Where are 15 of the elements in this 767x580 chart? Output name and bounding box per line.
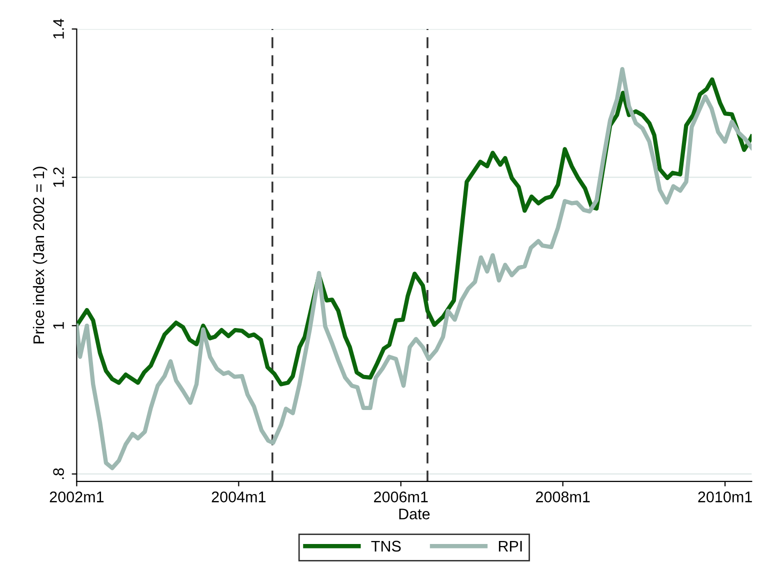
x-tick-label: 2002m1: [50, 492, 104, 502]
y-axis-title: Price index (Jan 2002 = 1): [32, 166, 48, 344]
line-series: [76, 66, 752, 470]
legend-label: TNS: [371, 540, 401, 552]
y-tick-label: 1.2: [53, 167, 64, 187]
legend-label: RPI: [498, 540, 522, 552]
x-tick-label: 2010m1: [698, 492, 752, 502]
y-tick-label: 1: [53, 322, 64, 329]
line-series: [76, 77, 752, 386]
x-tick-label: 2006m1: [374, 492, 428, 502]
x-axis-title: Date: [399, 508, 430, 520]
x-tick-label: 2008m1: [536, 492, 590, 502]
y-tick-label: .8: [53, 468, 64, 479]
y-tick-label: 1.4: [53, 18, 64, 38]
x-tick-label: 2004m1: [212, 492, 266, 502]
